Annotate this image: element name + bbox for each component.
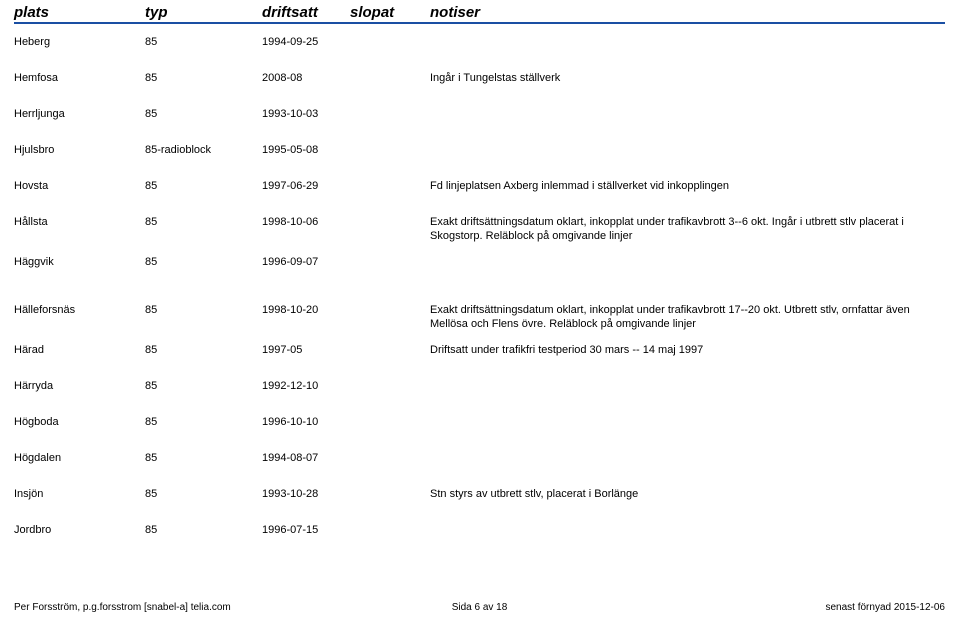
header-driftsatt: driftsatt (262, 4, 318, 21)
header-slopat: slopat (350, 4, 394, 21)
cell-plats: Härryda (14, 379, 124, 393)
cell-plats: Häggvik (14, 255, 124, 269)
table-header: plats typ driftsatt slopat notiser (0, 0, 959, 32)
cell-plats: Hemfosa (14, 71, 124, 85)
table-row: Högdalen 85 1994-08-07 (0, 451, 959, 466)
cell-plats: Härad (14, 343, 124, 357)
cell-plats: Heberg (14, 35, 124, 49)
cell-plats: Högboda (14, 415, 124, 429)
cell-driftsatt: 1996-10-10 (262, 415, 352, 429)
footer-right: senast förnyad 2015-12-06 (825, 602, 945, 613)
cell-notiser: Driftsatt under trafikfri testperiod 30 … (430, 343, 930, 357)
cell-driftsatt: 1993-10-03 (262, 107, 352, 121)
table-row: Jordbro 85 1996-07-15 (0, 523, 959, 538)
cell-typ: 85 (145, 71, 245, 85)
table-row: Hemfosa 85 2008-08 Ingår i Tungelstas ställ… (0, 71, 959, 86)
cell-driftsatt: 1998-10-20 (262, 303, 352, 317)
cell-driftsatt: 1996-07-15 (262, 523, 352, 537)
cell-driftsatt: 1996-09-07 (262, 255, 352, 269)
cell-notiser: Stn styrs av utbrett stlv, placerat i Bo… (430, 487, 930, 501)
cell-typ: 85 (145, 215, 245, 229)
table-row: Hälleforsnäs851998-10-20Exakt driftsättn… (0, 303, 959, 318)
table-row: Insjön 85 1993-10-28 Stn styrs av utbrett s… (0, 487, 959, 502)
cell-plats: Hjulsbro (14, 143, 124, 157)
cell-driftsatt: 1998-10-06 (262, 215, 352, 229)
cell-typ: 85-radioblock (145, 143, 245, 157)
cell-notiser: Fd linjeplatsen Axberg inlemmad i ställv… (430, 179, 930, 193)
header-typ: typ (145, 4, 168, 21)
cell-typ: 85 (145, 179, 245, 193)
cell-typ: 85 (145, 255, 245, 269)
cell-notiser: Ingår i Tungelstas ställverk (430, 71, 930, 85)
cell-typ: 85 (145, 35, 245, 49)
cell-typ: 85 (145, 523, 245, 537)
cell-plats: Hälleforsnäs (14, 303, 124, 317)
table-row: Högboda 85 1996-10-10 (0, 415, 959, 430)
cell-typ: 85 (145, 379, 245, 393)
cell-driftsatt: 1997-06-29 (262, 179, 352, 193)
cell-driftsatt: 1995-05-08 (262, 143, 352, 157)
table-row: Heberg 85 1994-09-25 (0, 35, 959, 50)
cell-typ: 85 (145, 107, 245, 121)
cell-driftsatt: 1993-10-28 (262, 487, 352, 501)
cell-driftsatt: 1994-09-25 (262, 35, 352, 49)
header-underline (14, 22, 945, 24)
table-row: Härad 85 1997-05 Driftsatt under trafikfri … (0, 343, 959, 358)
table-row: Hovsta 85 1997-06-29 Fd linjeplatsen Axberg… (0, 179, 959, 194)
cell-typ: 85 (145, 303, 245, 317)
page-footer: Per Forsström, p.g.forsstrom [snabel-a] … (0, 602, 959, 620)
cell-typ: 85 (145, 415, 245, 429)
header-notiser: notiser (430, 4, 480, 21)
cell-plats: Jordbro (14, 523, 124, 537)
table-row: Hållsta851998-10-06Exakt driftsättningsd… (0, 215, 959, 230)
cell-notiser: Exakt driftsättningsdatum oklart, inkopp… (430, 215, 930, 243)
cell-plats: Insjön (14, 487, 124, 501)
table-row: Härryda 85 1992-12-10 (0, 379, 959, 394)
cell-plats: Hållsta (14, 215, 124, 229)
cell-typ: 85 (145, 343, 245, 357)
cell-plats: Högdalen (14, 451, 124, 465)
cell-driftsatt: 1997-05 (262, 343, 352, 357)
cell-typ: 85 (145, 451, 245, 465)
header-plats: plats (14, 4, 49, 21)
table-row: Herrljunga 85 1993-10-03 (0, 107, 959, 122)
cell-driftsatt: 1994-08-07 (262, 451, 352, 465)
table-row: Hjulsbro 85-radioblock 1995-05-08 (0, 143, 959, 158)
cell-driftsatt: 1992-12-10 (262, 379, 352, 393)
cell-notiser: Exakt driftsättningsdatum oklart, inkopp… (430, 303, 930, 331)
page: plats typ driftsatt slopat notiser Heber… (0, 0, 959, 626)
footer-center: Sida 6 av 18 (0, 602, 959, 613)
cell-plats: Herrljunga (14, 107, 124, 121)
cell-plats: Hovsta (14, 179, 124, 193)
cell-typ: 85 (145, 487, 245, 501)
cell-driftsatt: 2008-08 (262, 71, 352, 85)
table-row: Häggvik 85 1996-09-07 (0, 255, 959, 270)
